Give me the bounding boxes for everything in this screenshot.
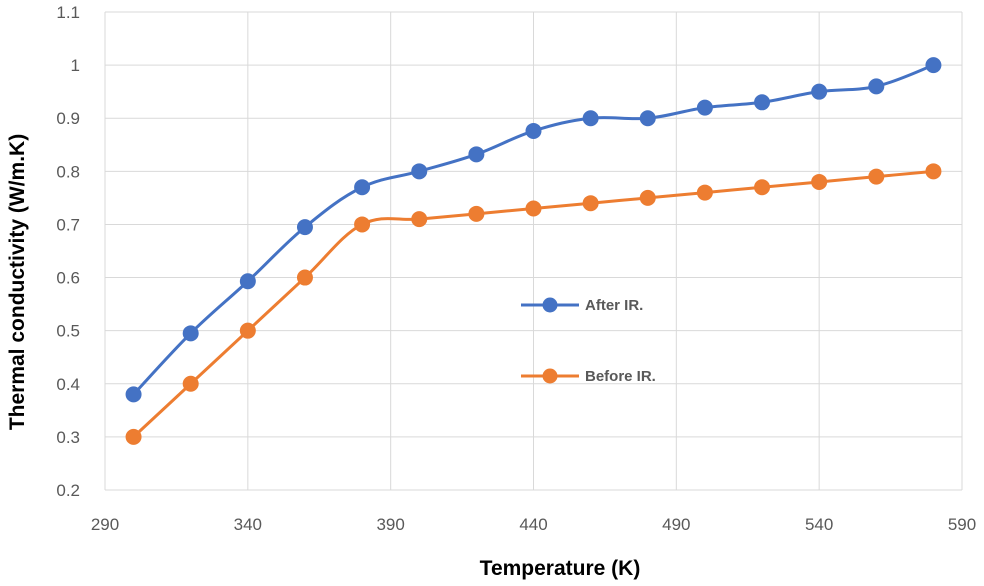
data-point bbox=[868, 168, 885, 185]
x-tick-label: 540 bbox=[805, 515, 833, 534]
data-point bbox=[354, 216, 371, 233]
legend-item: Before IR. bbox=[521, 368, 656, 385]
series-after-ir bbox=[125, 57, 942, 403]
data-point bbox=[582, 110, 599, 127]
data-point bbox=[182, 375, 199, 392]
x-tick-label: 490 bbox=[662, 515, 690, 534]
data-point bbox=[468, 205, 485, 222]
data-point bbox=[239, 322, 256, 339]
y-tick-label: 0.9 bbox=[56, 109, 80, 128]
x-tick-label: 440 bbox=[519, 515, 547, 534]
x-axis-ticks: 290 340 390 440 490 540 590 bbox=[91, 515, 976, 534]
data-point bbox=[125, 428, 142, 445]
legend-label: After IR. bbox=[585, 297, 643, 314]
legend-label: Before IR. bbox=[585, 368, 656, 385]
x-tick-label: 340 bbox=[234, 515, 262, 534]
gridlines bbox=[104, 11, 963, 491]
data-point bbox=[925, 163, 942, 180]
data-point bbox=[868, 78, 885, 95]
data-point bbox=[239, 273, 256, 290]
data-point bbox=[754, 179, 771, 196]
legend: After IR. Before IR. bbox=[521, 297, 656, 385]
series-before-ir bbox=[125, 163, 942, 445]
data-point bbox=[411, 211, 428, 228]
legend-item: After IR. bbox=[521, 297, 643, 314]
y-tick-label: 1.1 bbox=[56, 3, 80, 22]
series-layer bbox=[125, 57, 942, 445]
y-tick-label: 0.4 bbox=[56, 375, 80, 394]
data-point bbox=[925, 57, 942, 74]
y-axis-title: Thermal conductivity (W/m.K) bbox=[6, 134, 29, 430]
x-tick-label: 590 bbox=[948, 515, 976, 534]
data-point bbox=[525, 122, 542, 139]
y-tick-label: 0.7 bbox=[56, 215, 80, 234]
x-tick-label: 290 bbox=[91, 515, 119, 534]
data-point bbox=[811, 83, 828, 100]
data-point bbox=[411, 163, 428, 180]
y-tick-label: 0.3 bbox=[56, 428, 80, 447]
data-point bbox=[525, 200, 542, 217]
legend-marker bbox=[542, 297, 558, 313]
data-point bbox=[296, 219, 313, 236]
y-tick-label: 0.6 bbox=[56, 269, 80, 288]
legend-marker bbox=[542, 368, 558, 384]
data-point bbox=[354, 179, 371, 196]
data-point bbox=[754, 94, 771, 111]
y-tick-label: 0.5 bbox=[56, 322, 80, 341]
data-point bbox=[639, 110, 656, 127]
y-tick-label: 0.2 bbox=[56, 481, 80, 500]
data-point bbox=[696, 184, 713, 201]
data-point bbox=[696, 99, 713, 116]
x-axis-title: Temperature (K) bbox=[480, 557, 641, 580]
data-point bbox=[582, 195, 599, 212]
y-tick-label: 1 bbox=[71, 56, 80, 75]
y-tick-label: 0.8 bbox=[56, 162, 80, 181]
data-point bbox=[125, 386, 142, 403]
data-point bbox=[296, 269, 313, 286]
data-point bbox=[639, 189, 656, 206]
data-point bbox=[182, 325, 199, 342]
data-point bbox=[468, 146, 485, 163]
data-point bbox=[811, 173, 828, 190]
x-tick-label: 390 bbox=[376, 515, 404, 534]
y-axis-ticks: 0.2 0.3 0.4 0.5 0.6 0.7 0.8 0.9 1 1.1 bbox=[56, 3, 80, 500]
